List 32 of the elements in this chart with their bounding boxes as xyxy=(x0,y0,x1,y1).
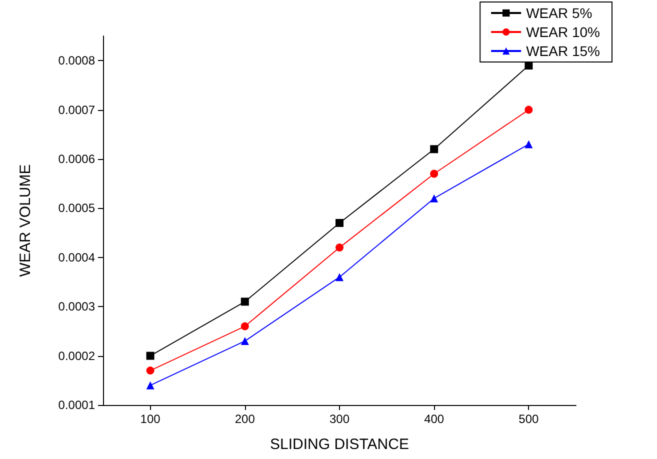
y-tick-label: 0.0002 xyxy=(58,348,96,363)
point xyxy=(430,194,438,202)
y-tick-label: 0.0007 xyxy=(58,102,96,117)
point xyxy=(240,322,249,330)
y-tick-label: 0.0004 xyxy=(58,250,96,264)
point xyxy=(430,145,438,154)
legend-label: WEAR 5% xyxy=(526,5,592,21)
point xyxy=(146,366,154,375)
point xyxy=(146,381,154,390)
x-tick-label: 100 xyxy=(140,412,161,426)
point xyxy=(430,170,438,178)
legend-label: WEAR 10% xyxy=(526,24,600,40)
point xyxy=(336,273,344,282)
y-tick-label: 0.0005 xyxy=(58,201,96,216)
y-tick-label: 0.0003 xyxy=(58,300,96,314)
x-tick-label: 300 xyxy=(329,412,350,426)
y-tick-label: 0.0001 xyxy=(58,398,96,412)
y-tick-label: 0.0008 xyxy=(58,54,96,68)
point xyxy=(146,352,154,360)
point xyxy=(336,218,344,227)
x-tick-label: 400 xyxy=(424,412,444,426)
y-axis-title: WEAR VOLUME xyxy=(17,164,34,277)
x-tick-label: 200 xyxy=(234,412,256,426)
legend-label: WEAR 15% xyxy=(526,43,600,59)
point xyxy=(240,337,249,346)
point xyxy=(524,106,533,114)
point xyxy=(240,298,249,306)
point xyxy=(524,140,533,148)
point xyxy=(336,244,344,252)
y-tick-label: 0.0006 xyxy=(58,152,96,166)
x-tick-label: 500 xyxy=(518,412,540,426)
x-axis-title: SLIDING DISTANCE xyxy=(270,436,409,453)
